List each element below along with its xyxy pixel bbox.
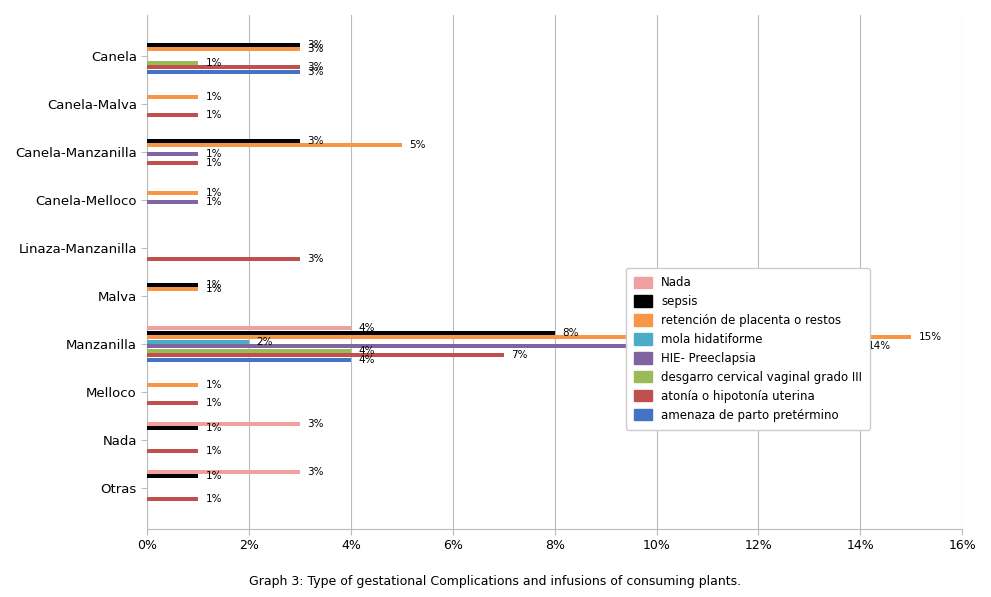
Bar bbox=[148, 344, 860, 348]
Bar bbox=[148, 335, 911, 339]
Bar bbox=[148, 475, 198, 478]
Text: 3%: 3% bbox=[307, 40, 324, 50]
Text: 3%: 3% bbox=[307, 136, 324, 146]
Text: 8%: 8% bbox=[562, 328, 579, 337]
Bar bbox=[148, 70, 300, 74]
Text: 1%: 1% bbox=[206, 494, 222, 504]
Bar bbox=[148, 426, 198, 430]
Text: 4%: 4% bbox=[359, 346, 375, 356]
Bar bbox=[148, 113, 198, 117]
Bar bbox=[148, 61, 198, 65]
Bar bbox=[148, 96, 198, 99]
Text: 4%: 4% bbox=[359, 323, 375, 333]
Text: 1%: 1% bbox=[206, 158, 222, 168]
Bar bbox=[148, 449, 198, 453]
Text: 3%: 3% bbox=[307, 467, 324, 477]
Text: 1%: 1% bbox=[206, 284, 222, 294]
Bar bbox=[148, 282, 198, 287]
Text: 7%: 7% bbox=[511, 350, 528, 360]
Text: 15%: 15% bbox=[919, 332, 942, 342]
Text: 1%: 1% bbox=[206, 188, 222, 198]
Bar bbox=[148, 470, 300, 474]
Text: 1%: 1% bbox=[206, 380, 222, 390]
Bar bbox=[148, 340, 249, 343]
Text: Graph 3: Type of gestational Complications and infusions of consuming plants.: Graph 3: Type of gestational Complicatio… bbox=[250, 575, 741, 588]
Text: 1%: 1% bbox=[206, 93, 222, 102]
Bar bbox=[148, 143, 401, 147]
Text: 1%: 1% bbox=[206, 279, 222, 290]
Bar bbox=[148, 422, 300, 426]
Bar bbox=[148, 401, 198, 405]
Text: 3%: 3% bbox=[307, 254, 324, 264]
Bar bbox=[148, 497, 198, 501]
Bar bbox=[148, 161, 198, 165]
Bar bbox=[148, 200, 198, 204]
Text: 1%: 1% bbox=[206, 423, 222, 433]
Text: 1%: 1% bbox=[206, 149, 222, 159]
Bar bbox=[148, 139, 300, 143]
Text: 3%: 3% bbox=[307, 62, 324, 72]
Bar bbox=[148, 191, 198, 195]
Bar bbox=[148, 326, 351, 330]
Text: 1%: 1% bbox=[206, 197, 222, 207]
Bar bbox=[148, 358, 351, 362]
Text: 1%: 1% bbox=[206, 472, 222, 481]
Text: 5%: 5% bbox=[409, 140, 426, 150]
Bar bbox=[148, 353, 503, 357]
Text: 3%: 3% bbox=[307, 44, 324, 54]
Legend: Nada, sepsis, retención de placenta o restos, mola hidatiforme, HIE- Preeclapsia: Nada, sepsis, retención de placenta o re… bbox=[625, 268, 870, 430]
Bar bbox=[148, 257, 300, 261]
Bar bbox=[148, 287, 198, 291]
Text: 1%: 1% bbox=[206, 398, 222, 408]
Bar bbox=[148, 152, 198, 156]
Text: 14%: 14% bbox=[868, 341, 891, 351]
Bar bbox=[148, 47, 300, 51]
Text: 1%: 1% bbox=[206, 58, 222, 68]
Text: 2%: 2% bbox=[257, 337, 274, 346]
Bar bbox=[148, 331, 555, 334]
Bar bbox=[148, 383, 198, 387]
Text: 4%: 4% bbox=[359, 355, 375, 365]
Bar bbox=[148, 349, 351, 352]
Bar bbox=[148, 65, 300, 69]
Text: 1%: 1% bbox=[206, 446, 222, 456]
Text: 1%: 1% bbox=[206, 110, 222, 120]
Bar bbox=[148, 43, 300, 47]
Text: 3%: 3% bbox=[307, 419, 324, 429]
Text: 3%: 3% bbox=[307, 67, 324, 77]
